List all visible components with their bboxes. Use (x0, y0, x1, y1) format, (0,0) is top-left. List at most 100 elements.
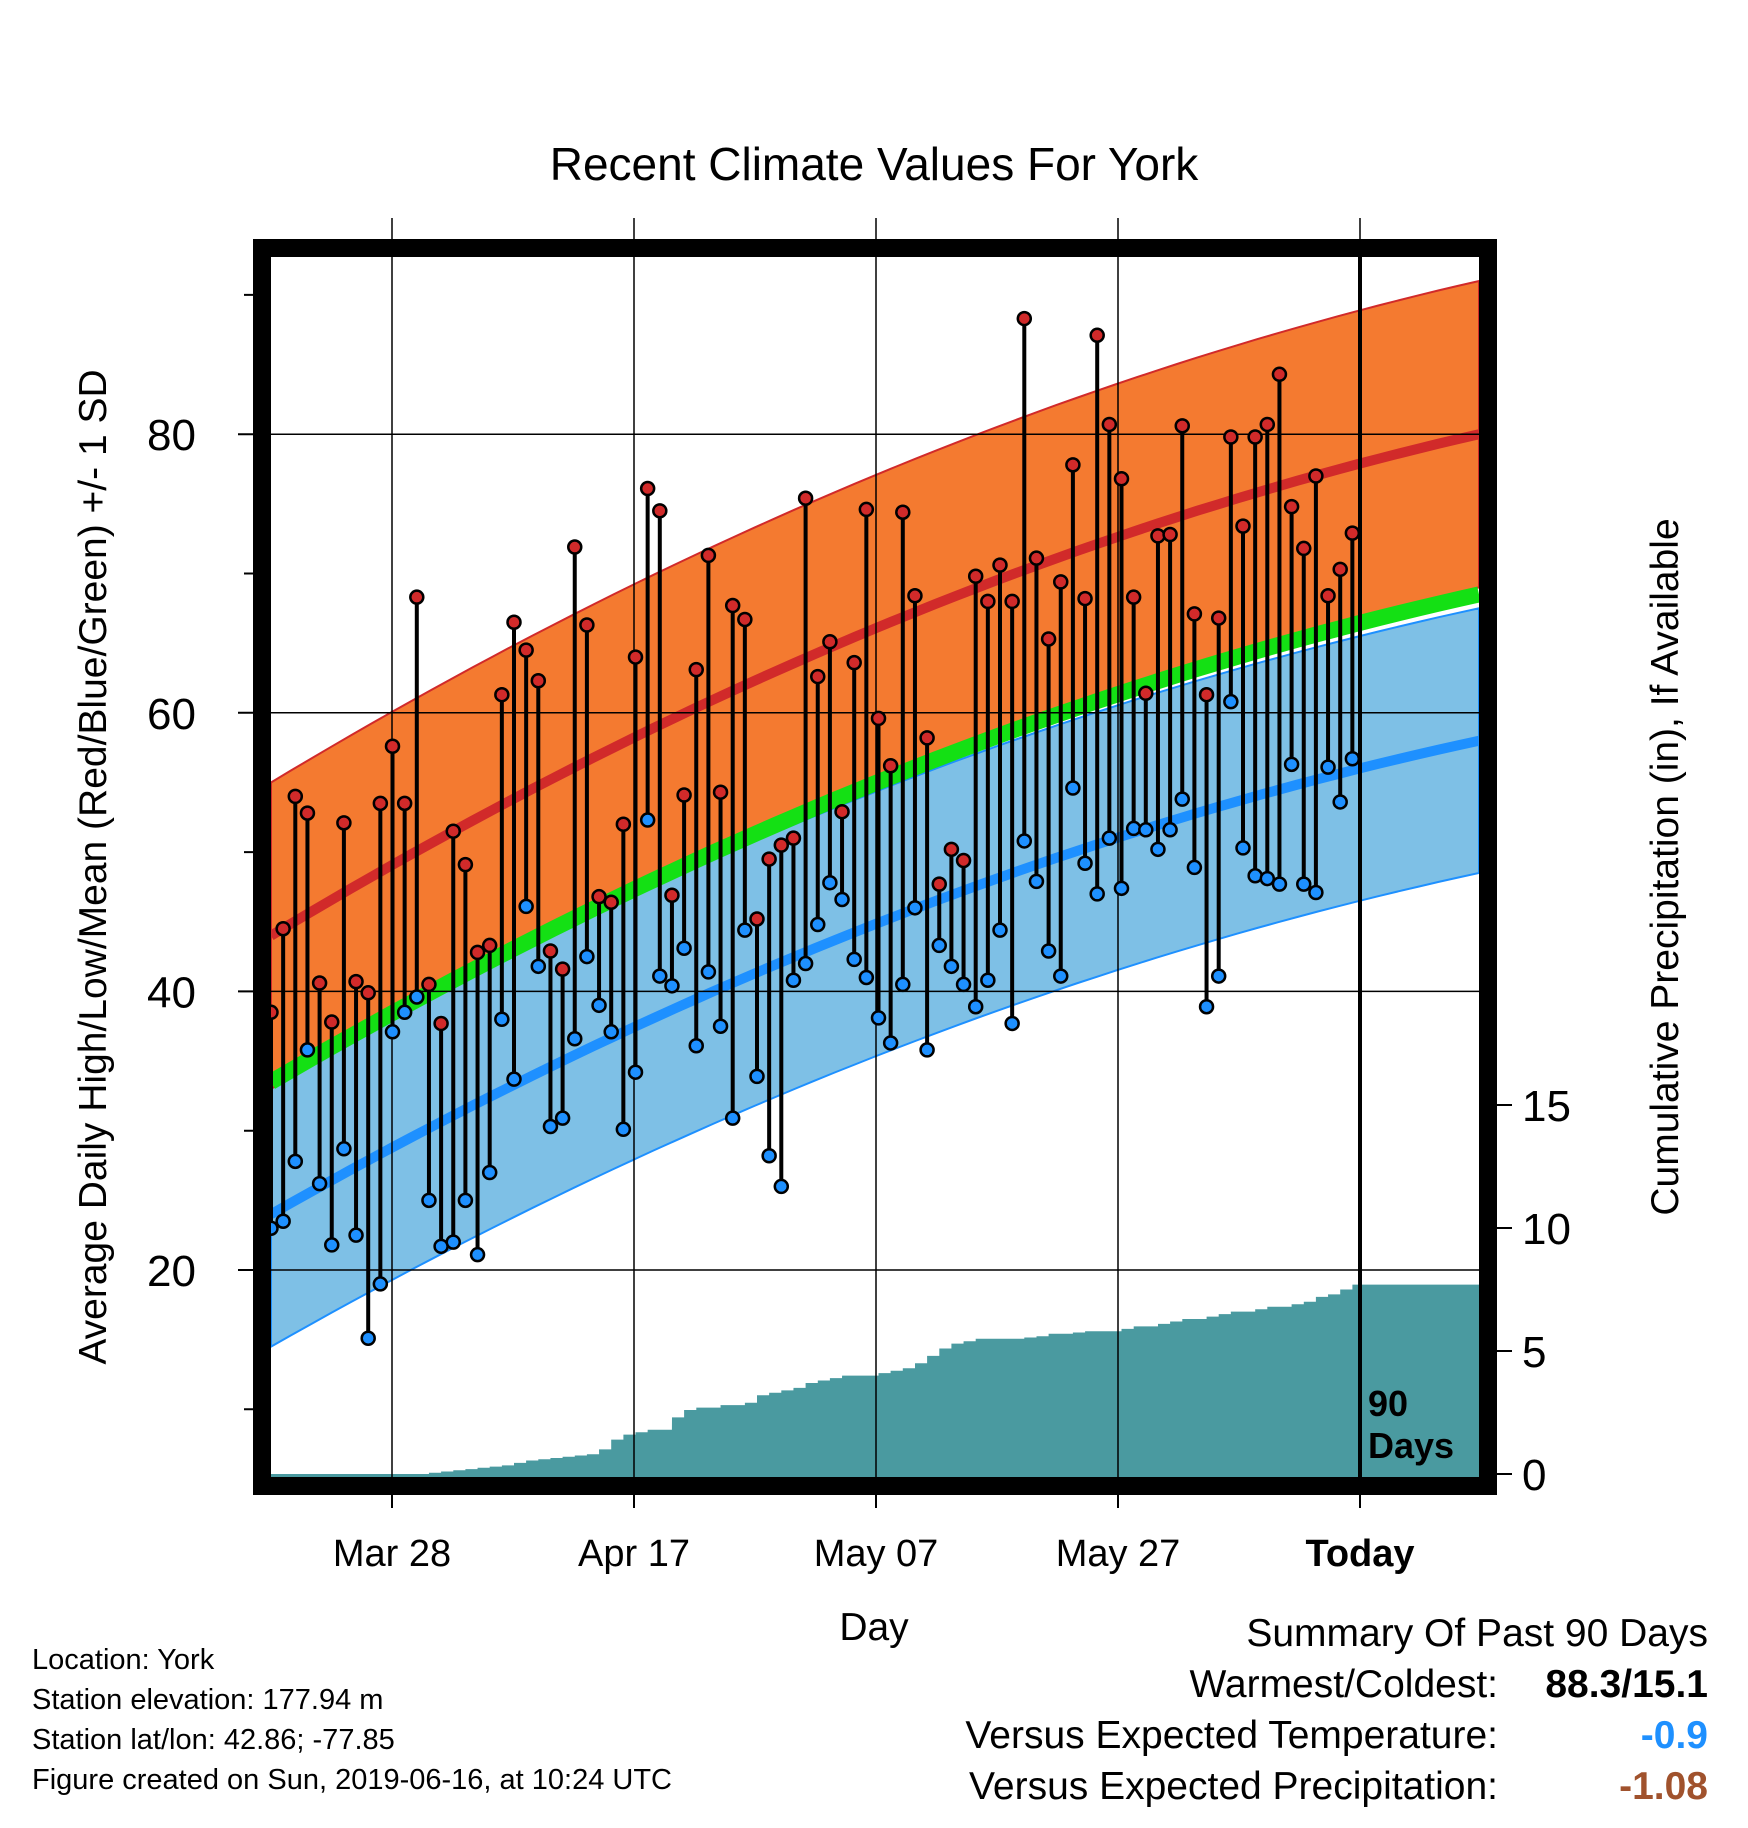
daily-low-point (676, 940, 692, 956)
daily-low-point (810, 916, 826, 933)
y2-tick-label: 15 (1522, 1082, 1571, 1131)
daily-high-point (700, 547, 717, 564)
daily-high-point (627, 649, 644, 665)
summary-title: Summary Of Past 90 Days (1246, 1612, 1708, 1655)
daily-high-point (579, 617, 595, 633)
daily-high-point (955, 852, 972, 869)
daily-low-point (567, 1031, 583, 1047)
daily-low-point (1150, 841, 1166, 858)
daily-high-point (664, 887, 680, 904)
daily-high-point (336, 815, 352, 831)
y-axis-label: Average Daily High/Low/Mean (Red/Blue/Gr… (72, 369, 115, 1364)
daily-low-point (1320, 759, 1336, 775)
station-latlon: Station lat/lon: 42.86; -77.85 (32, 1724, 395, 1756)
station-info: Location: York Station elevation: 177.94… (32, 1640, 672, 1800)
daily-high-point (554, 961, 571, 977)
y-tick-label: 40 (147, 968, 196, 1017)
daily-high-point (882, 757, 899, 774)
daily-low-point (1162, 822, 1178, 838)
daily-low-point (1053, 968, 1069, 984)
daily-low-point (1223, 693, 1239, 710)
daily-low-point (457, 1192, 474, 1209)
grid-lines (240, 218, 1479, 1477)
daily-high-point (506, 614, 522, 631)
x-tick-label: Apr 17 (578, 1533, 690, 1575)
station-location: Location: York (32, 1644, 215, 1676)
ninety-days-marker-label: 90 Days (1368, 1383, 1454, 1466)
daily-low-point (870, 1010, 887, 1026)
daily-low-point (336, 1141, 352, 1157)
daily-high-point (530, 673, 547, 689)
daily-low-point (1186, 859, 1203, 876)
daily-high-point (1223, 429, 1239, 445)
daily-low-point (773, 1178, 790, 1195)
daily-low-point (1271, 876, 1288, 892)
daily-low-point (445, 1234, 461, 1250)
daily-low-point (955, 976, 972, 993)
summary-warm-cold: Warmest/Coldest: 88.3/15.1 (965, 1659, 1708, 1710)
daily-low-point (360, 1330, 376, 1347)
daily-low-point (724, 1110, 741, 1126)
daily-low-point (1308, 884, 1324, 901)
daily-low-point (372, 1276, 389, 1292)
daily-low-point (785, 972, 802, 989)
x-tick-label: May 07 (814, 1533, 939, 1575)
y-tick-label: 60 (147, 690, 196, 739)
daily-low-point (1235, 840, 1251, 856)
daily-low-point (712, 1018, 729, 1034)
daily-low-point (967, 998, 984, 1015)
daily-high-point (1125, 589, 1142, 605)
daily-low-point (1004, 1015, 1020, 1032)
daily-high-point (1320, 588, 1336, 604)
precip-value: -1.08 (1619, 1765, 1708, 1808)
daily-high-point (311, 975, 328, 991)
daily-low-point (1259, 870, 1276, 887)
daily-low-point (579, 948, 595, 965)
daily-low-point (639, 812, 656, 828)
daily-high-point (603, 894, 619, 910)
daily-low-point (834, 891, 850, 908)
daily-high-point (445, 823, 461, 839)
daily-values (263, 310, 1361, 1347)
daily-low-point (506, 1071, 522, 1087)
daily-high-point (1162, 526, 1178, 543)
daily-high-point (1089, 327, 1105, 344)
daily-high-point (1138, 685, 1154, 702)
y2-axis-label: Cumulative Precipitation (in), If Availa… (1644, 518, 1687, 1215)
daily-low-point (688, 1037, 704, 1054)
daily-high-point (967, 568, 984, 585)
daily-low-point (615, 1121, 632, 1138)
daily-low-point (518, 898, 534, 915)
daily-low-point (737, 922, 753, 938)
daily-low-point (1089, 886, 1105, 902)
daily-low-point (1101, 830, 1118, 846)
daily-high-point (834, 803, 850, 820)
daily-low-point (1138, 822, 1154, 838)
daily-high-point (1271, 366, 1288, 383)
daily-high-point (1198, 686, 1215, 703)
daily-low-point (931, 937, 947, 954)
daily-low-point (1296, 876, 1312, 892)
daily-low-point (980, 972, 996, 989)
daily-high-point (1296, 540, 1312, 557)
daily-high-point (481, 937, 498, 954)
daily-high-point (822, 634, 838, 650)
daily-low-point (652, 968, 668, 984)
daily-low-point (749, 1068, 765, 1085)
daily-low-point (1040, 943, 1057, 959)
x-tick-label: Today (1305, 1533, 1414, 1575)
y2-tick-label: 5 (1522, 1328, 1546, 1377)
daily-low-point (895, 976, 911, 993)
daily-high-point (1174, 418, 1190, 434)
precip-label: Versus Expected Precipitation: (969, 1765, 1498, 1808)
daily-low-point (1344, 751, 1361, 767)
daily-low-point (992, 922, 1008, 938)
y2-tick-label: 0 (1522, 1451, 1546, 1500)
daily-high-point (712, 784, 729, 800)
station-elevation: Station elevation: 177.94 m (32, 1684, 384, 1716)
daily-low-point (1174, 791, 1190, 807)
daily-high-point (773, 837, 790, 853)
daily-low-point (664, 978, 680, 994)
daily-high-point (1065, 457, 1081, 473)
